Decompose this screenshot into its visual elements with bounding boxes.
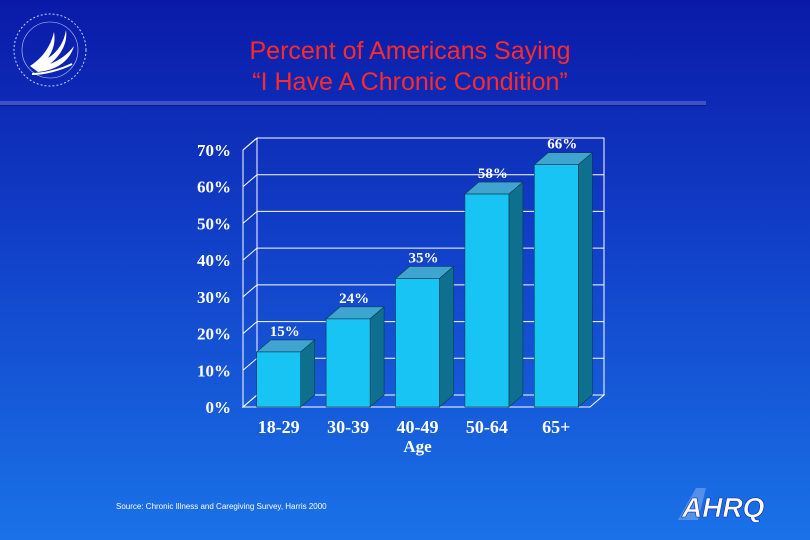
y-tick-label: 70% — [197, 141, 231, 160]
logo-text: AHRQ — [681, 492, 765, 522]
bar — [395, 278, 440, 408]
bar-side — [577, 152, 593, 408]
title-divider — [0, 101, 706, 106]
source-note: Source: Chronic Illness and Caregiving S… — [116, 502, 327, 511]
data-label: 15% — [270, 324, 300, 340]
title-line-1: Percent of Americans Saying — [249, 37, 571, 65]
ahrq-logo: AHRQ — [678, 488, 765, 522]
data-label: 66% — [547, 137, 577, 153]
data-label: 24% — [339, 291, 369, 307]
gridline — [242, 137, 604, 151]
y-tick-label: 30% — [197, 288, 231, 307]
bar-side — [439, 265, 454, 408]
bar — [464, 193, 510, 408]
x-tick-label: 40-49 — [397, 417, 439, 437]
x-tick-label: 65+ — [542, 417, 570, 437]
x-tick-label: 50-64 — [466, 417, 508, 437]
bar-side — [508, 181, 524, 408]
x-tick-label: 30-39 — [327, 417, 369, 437]
data-label: 35% — [409, 251, 439, 267]
y-tick-label: 10% — [197, 361, 231, 380]
slide-title: Percent of Americans Saying “I Have A Ch… — [160, 36, 660, 98]
data-label: 58% — [478, 166, 508, 182]
y-tick-label: 20% — [197, 325, 231, 344]
bar — [325, 318, 371, 408]
x-tick-label: 18-29 — [258, 417, 300, 437]
bar — [533, 164, 579, 408]
y-tick-label: 0% — [206, 398, 232, 417]
y-tick-label: 40% — [197, 251, 231, 270]
hhs-seal-logo — [13, 13, 87, 87]
gridline — [242, 174, 604, 188]
bar-side — [369, 306, 385, 408]
bar — [256, 351, 302, 408]
y-tick-label: 50% — [197, 214, 231, 233]
x-axis-title: Age — [403, 437, 432, 456]
y-tick-label: 60% — [197, 178, 231, 197]
bar-side — [300, 339, 316, 408]
title-line-2: “I Have A Chronic Condition” — [252, 68, 568, 96]
